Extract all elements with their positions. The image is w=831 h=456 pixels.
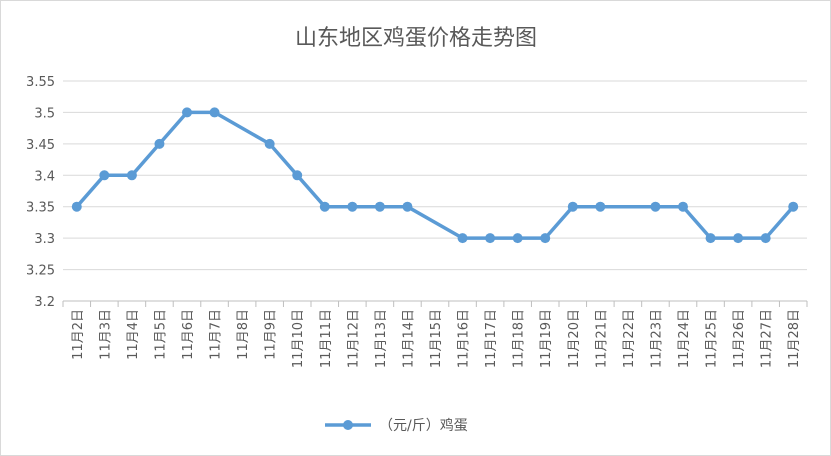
data-point (760, 233, 771, 244)
x-tick-label: 11月15日 (429, 309, 444, 368)
x-tick-label: 11月22日 (622, 309, 637, 368)
y-tick-label: 3.35 (26, 201, 55, 216)
x-tick-label: 11月9日 (264, 309, 279, 360)
x-tick-label: 11月23日 (649, 309, 664, 368)
x-tick-label: 11月8日 (236, 309, 251, 360)
y-tick-label: 3.55 (26, 75, 55, 90)
data-point (264, 138, 275, 149)
y-tick-label: 3.3 (34, 232, 55, 247)
x-tick-label: 11月10日 (291, 309, 306, 368)
x-tick-label: 11月26日 (732, 309, 747, 368)
gridlines (63, 80, 807, 271)
data-point (154, 138, 165, 149)
chart-title: 山东地区鸡蛋价格走势图 (295, 26, 537, 51)
x-tick-label: 11月20日 (567, 309, 582, 368)
y-axis: 3.2 3.25 3.3 3.35 3.4 3.45 3.5 3.55 (26, 75, 55, 310)
y-tick-label: 3.2 (34, 295, 55, 310)
x-tick-label: 11月24日 (677, 309, 692, 368)
x-tick-label: 11月19日 (539, 309, 554, 368)
x-tick-label: 11月6日 (181, 309, 196, 360)
legend: （元/斤）鸡蛋 (325, 417, 468, 434)
x-tick-label: 11月3日 (98, 309, 113, 360)
data-point (512, 233, 523, 244)
data-point (705, 233, 716, 244)
x-tick-label: 11月14日 (401, 309, 416, 368)
x-tick-label: 11月28日 (787, 309, 802, 368)
x-tick-label: 11月11日 (319, 309, 334, 368)
data-point (292, 170, 303, 181)
data-point (595, 201, 606, 212)
data-point (402, 201, 413, 212)
data-point (788, 201, 799, 212)
x-tick-label: 11月2日 (71, 309, 86, 360)
x-tick-label: 11月16日 (457, 309, 472, 368)
x-tick-label: 11月27日 (760, 309, 775, 368)
legend-entry-label: （元/斤）鸡蛋 (379, 417, 468, 434)
data-point (347, 201, 358, 212)
x-tick-label: 11月18日 (512, 309, 527, 368)
data-point (733, 233, 744, 244)
data-point (374, 201, 385, 212)
data-point (457, 233, 468, 244)
data-point (209, 107, 220, 118)
y-tick-label: 3.45 (26, 138, 55, 153)
y-tick-label: 3.25 (26, 264, 55, 279)
data-point (99, 170, 110, 181)
x-tick-label: 11月12日 (346, 309, 361, 368)
series-line (75, 110, 795, 240)
data-point (540, 233, 551, 244)
series-layer (71, 107, 799, 244)
data-point (182, 107, 192, 118)
data-point (485, 233, 496, 244)
data-point (319, 201, 330, 212)
x-tick-label: 11月21日 (594, 309, 609, 368)
legend-point-marker (343, 420, 353, 430)
data-point (567, 201, 578, 212)
data-point (650, 201, 661, 212)
data-point (126, 170, 137, 181)
x-tick-label: 11月7日 (209, 309, 224, 360)
x-axis: 11月2日 11月3日 11月4日 11月5日 11月6日 11月7日 11月8日 11月9日… (62, 300, 808, 368)
data-point (71, 201, 82, 212)
x-tick-label: 11月5日 (153, 309, 168, 360)
y-tick-label: 3.4 (34, 169, 55, 184)
x-tick-label: 11月17日 (484, 309, 499, 368)
data-point (678, 201, 688, 212)
x-tick-label: 11月13日 (374, 309, 389, 368)
x-tick-label: 11月4日 (126, 309, 141, 360)
y-tick-label: 3.5 (34, 106, 55, 121)
x-tick-label: 11月25日 (705, 309, 720, 368)
